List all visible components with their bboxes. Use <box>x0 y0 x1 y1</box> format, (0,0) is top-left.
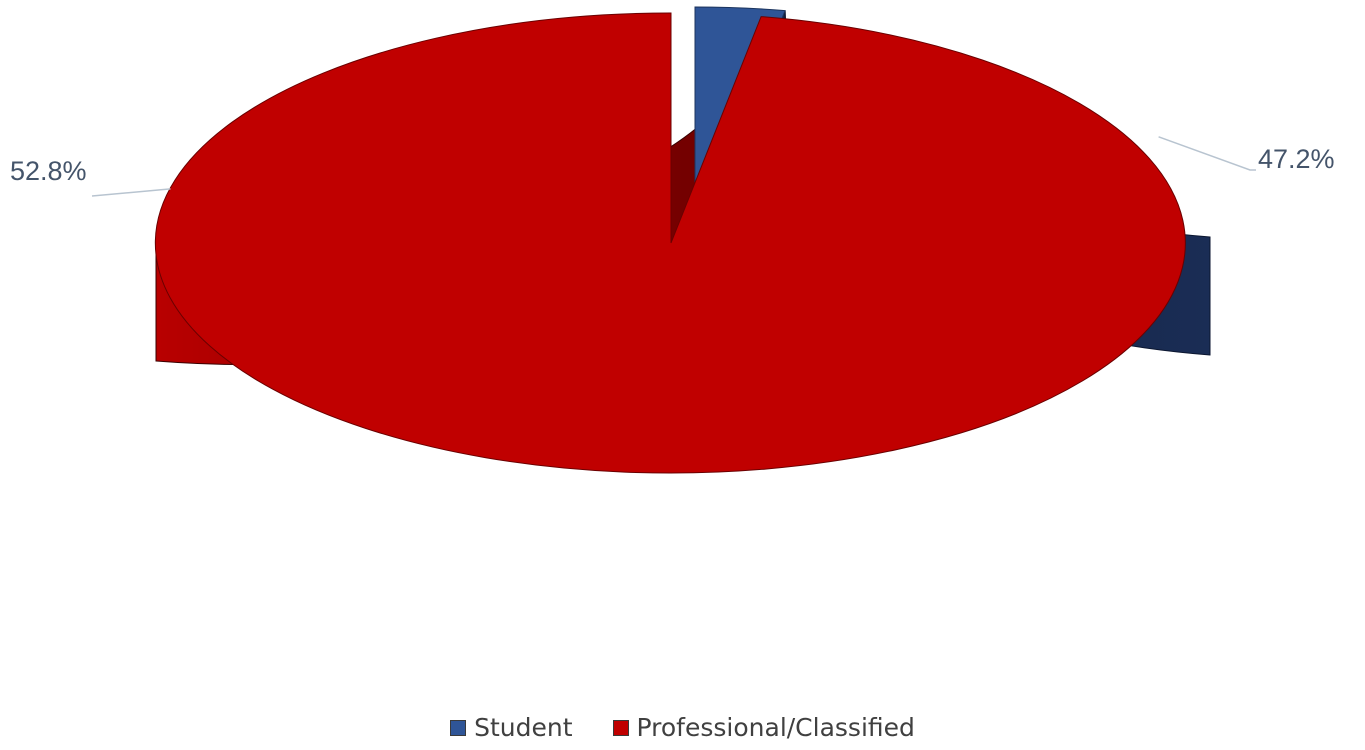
leader-line-professional-classified <box>91 188 171 197</box>
data-label-professional-classified: 52.8% <box>10 156 87 186</box>
legend: Student Professional/Classified <box>0 713 1365 742</box>
pie-plot-area: 47.2% 52.8% <box>10 6 1335 474</box>
legend-label-professional-classified: Professional/Classified <box>636 713 915 742</box>
legend-item-student: Student <box>450 713 573 742</box>
legend-label-student: Student <box>474 713 573 742</box>
data-label-student: 47.2% <box>1258 144 1335 174</box>
legend-swatch-professional-classified <box>612 719 629 736</box>
leader-line-student <box>1158 136 1256 171</box>
slice-professional-classified <box>154 12 1186 474</box>
legend-swatch-student <box>450 719 467 736</box>
legend-item-professional-classified: Professional/Classified <box>612 713 915 742</box>
